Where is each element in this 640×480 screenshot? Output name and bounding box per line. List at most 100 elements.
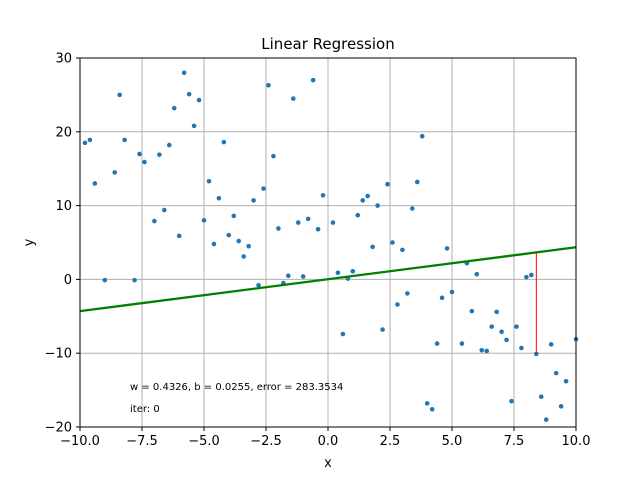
data-point <box>543 417 549 422</box>
x-tick-label: −5.0 <box>188 434 220 449</box>
data-point <box>469 308 475 314</box>
data-point <box>181 70 187 76</box>
data-point <box>166 142 172 148</box>
data-point <box>112 170 118 175</box>
data-point <box>444 246 450 251</box>
data-point <box>196 97 202 103</box>
data-point <box>290 96 296 101</box>
data-point <box>340 331 346 337</box>
grid <box>79 57 577 428</box>
data-point <box>157 152 162 157</box>
data-point <box>390 240 395 245</box>
iteration-annotation: iter: 0 <box>130 404 160 415</box>
data-point <box>162 207 167 213</box>
data-point <box>231 213 237 219</box>
chart-title: Linear Regression <box>261 35 394 53</box>
data-point <box>201 218 207 223</box>
data-point <box>424 401 430 406</box>
data-point <box>171 105 177 111</box>
data-point <box>241 254 246 259</box>
data-point <box>315 226 321 232</box>
x-tick-label: 10.0 <box>562 434 591 449</box>
data-point <box>310 77 316 83</box>
data-point <box>489 324 494 329</box>
data-point <box>236 238 242 244</box>
data-point <box>553 370 559 376</box>
y-tick-label: 10 <box>55 199 72 214</box>
data-point <box>419 133 425 139</box>
data-point <box>395 302 400 307</box>
data-point <box>370 244 375 250</box>
data-point <box>474 271 480 277</box>
data-point <box>102 277 108 283</box>
data-point <box>380 327 385 332</box>
data-point <box>176 233 182 239</box>
data-point <box>524 274 529 280</box>
data-point <box>519 345 524 351</box>
data-point <box>246 243 251 249</box>
data-point <box>563 378 569 384</box>
data-point <box>137 151 142 157</box>
data-point <box>414 179 420 185</box>
y-tick-label: 0 <box>64 273 72 288</box>
data-point <box>186 91 192 97</box>
data-point <box>82 140 88 146</box>
data-point <box>405 291 410 296</box>
data-point <box>350 268 356 274</box>
y-tick-label: 20 <box>55 125 72 140</box>
data-point <box>514 324 519 329</box>
plot-content <box>79 70 579 422</box>
data-point <box>300 274 306 279</box>
data-point <box>305 216 311 222</box>
data-point <box>271 153 276 159</box>
data-point <box>375 203 380 208</box>
y-axis-label: y <box>22 238 37 246</box>
data-point <box>548 342 554 347</box>
data-point <box>142 159 147 165</box>
x-tick-label: −2.5 <box>250 434 282 449</box>
data-point <box>499 329 504 335</box>
data-point <box>320 192 326 198</box>
data-point <box>330 220 336 225</box>
data-point <box>365 193 370 199</box>
data-point <box>221 139 227 145</box>
data-point <box>449 289 455 295</box>
data-point <box>295 220 301 225</box>
data-point <box>211 241 217 247</box>
data-point <box>87 137 93 143</box>
data-point <box>191 123 197 129</box>
data-point <box>92 181 98 186</box>
data-point <box>434 341 440 346</box>
data-point <box>206 178 212 184</box>
x-tick-label: 0.0 <box>318 434 339 449</box>
data-point <box>152 218 157 224</box>
data-point <box>558 404 564 409</box>
data-point <box>509 398 514 404</box>
data-point <box>360 198 366 203</box>
data-point <box>335 270 341 276</box>
data-point <box>504 337 509 343</box>
data-point <box>479 347 485 353</box>
axis-ticks: −10.0 −7.5 −5.0 −2.5 0.0 2.5 5.0 7.5 10.0 −20 −10 0… <box>45 52 591 450</box>
x-tick-label: 7.5 <box>504 434 525 449</box>
data-point <box>261 186 266 191</box>
data-point <box>439 295 445 301</box>
data-point <box>385 181 390 187</box>
x-tick-label: −7.5 <box>126 434 158 449</box>
data-point <box>355 212 361 218</box>
fit-line <box>79 246 577 313</box>
y-tick-label: 30 <box>55 52 72 67</box>
data-point <box>117 92 122 98</box>
data-point <box>529 272 534 278</box>
x-tick-label: 2.5 <box>380 434 401 449</box>
data-point <box>216 195 222 201</box>
data-point <box>400 247 405 253</box>
data-point <box>538 394 544 400</box>
params-annotation: w = 0.4326, b = 0.0255, error = 283.3534 <box>130 382 343 393</box>
y-tick-label: −10 <box>45 347 72 362</box>
data-point <box>484 348 490 354</box>
data-point <box>494 309 499 315</box>
